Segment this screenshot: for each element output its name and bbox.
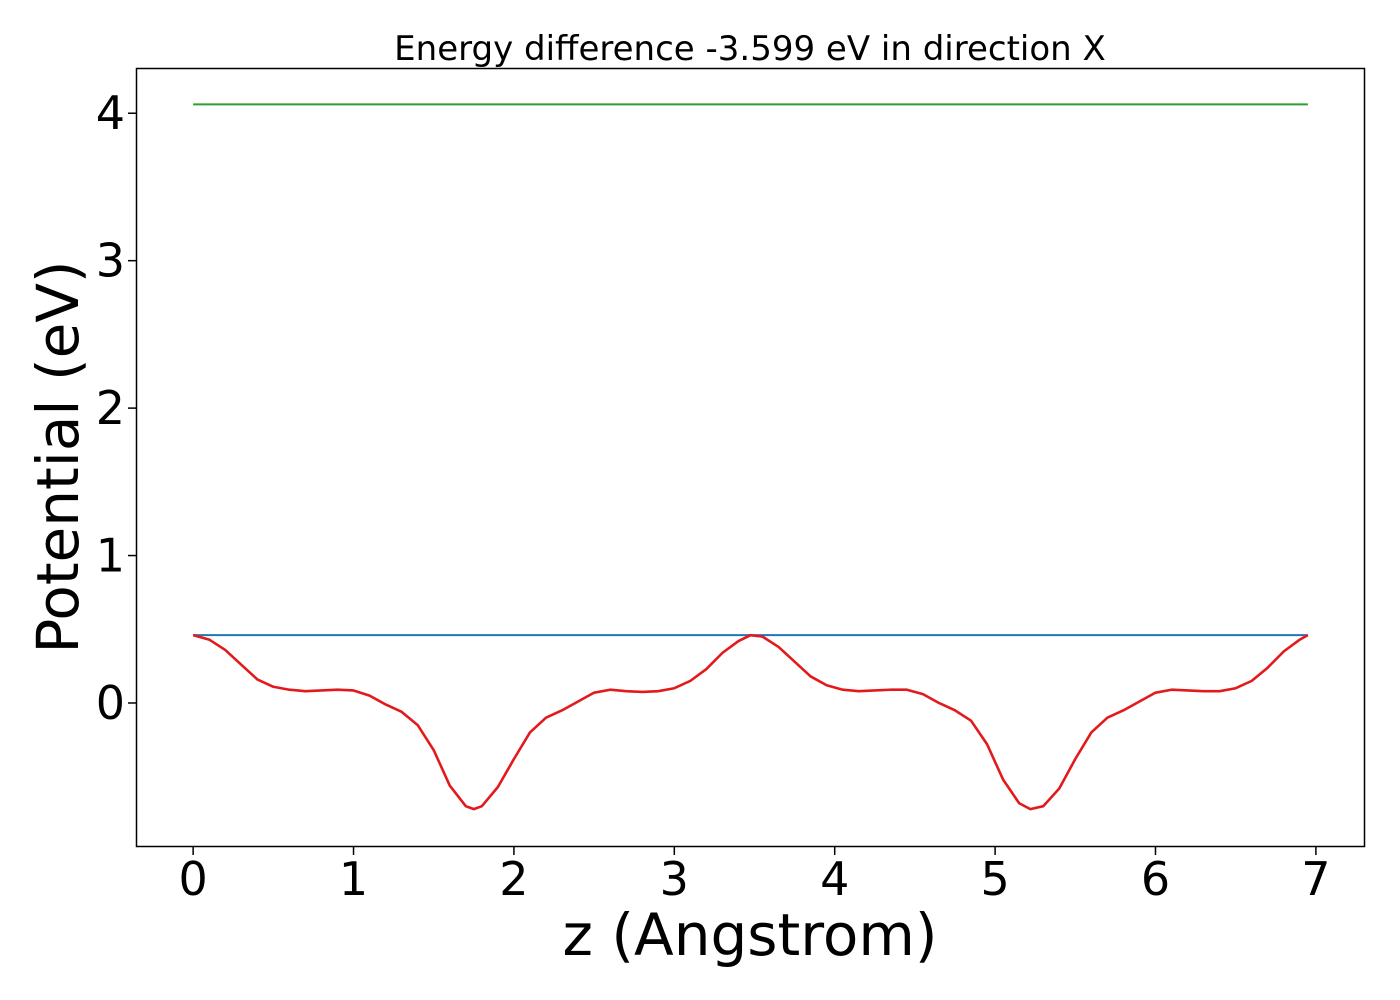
y-tick-label: 1 xyxy=(96,529,125,583)
y-axis-label: Potential (eV) xyxy=(24,260,92,653)
y-tick-label: 4 xyxy=(96,86,125,140)
x-tick-label: 6 xyxy=(1141,852,1170,906)
x-axis: 0 1 2 3 4 5 6 7 xyxy=(178,846,1331,906)
y-axis: 0 1 2 3 4 xyxy=(96,86,137,730)
x-tick-label: 1 xyxy=(339,852,368,906)
y-tick-label: 0 xyxy=(96,676,125,730)
plot-frame xyxy=(135,67,1366,848)
series-line-3 xyxy=(192,633,1309,811)
chart-title: Energy difference -3.599 eV in direction… xyxy=(394,29,1106,69)
data-lines xyxy=(192,103,1309,811)
x-axis-label: z (Angstrom) xyxy=(563,901,938,969)
y-tick-label: 3 xyxy=(96,234,125,288)
x-tick-label: 7 xyxy=(1301,852,1330,906)
x-tick-label: 0 xyxy=(178,852,207,906)
x-tick-label: 3 xyxy=(660,852,689,906)
x-tick-label: 4 xyxy=(820,852,849,906)
y-tick-label: 2 xyxy=(96,381,125,435)
x-tick-label: 2 xyxy=(499,852,528,906)
x-tick-label: 5 xyxy=(980,852,1009,906)
